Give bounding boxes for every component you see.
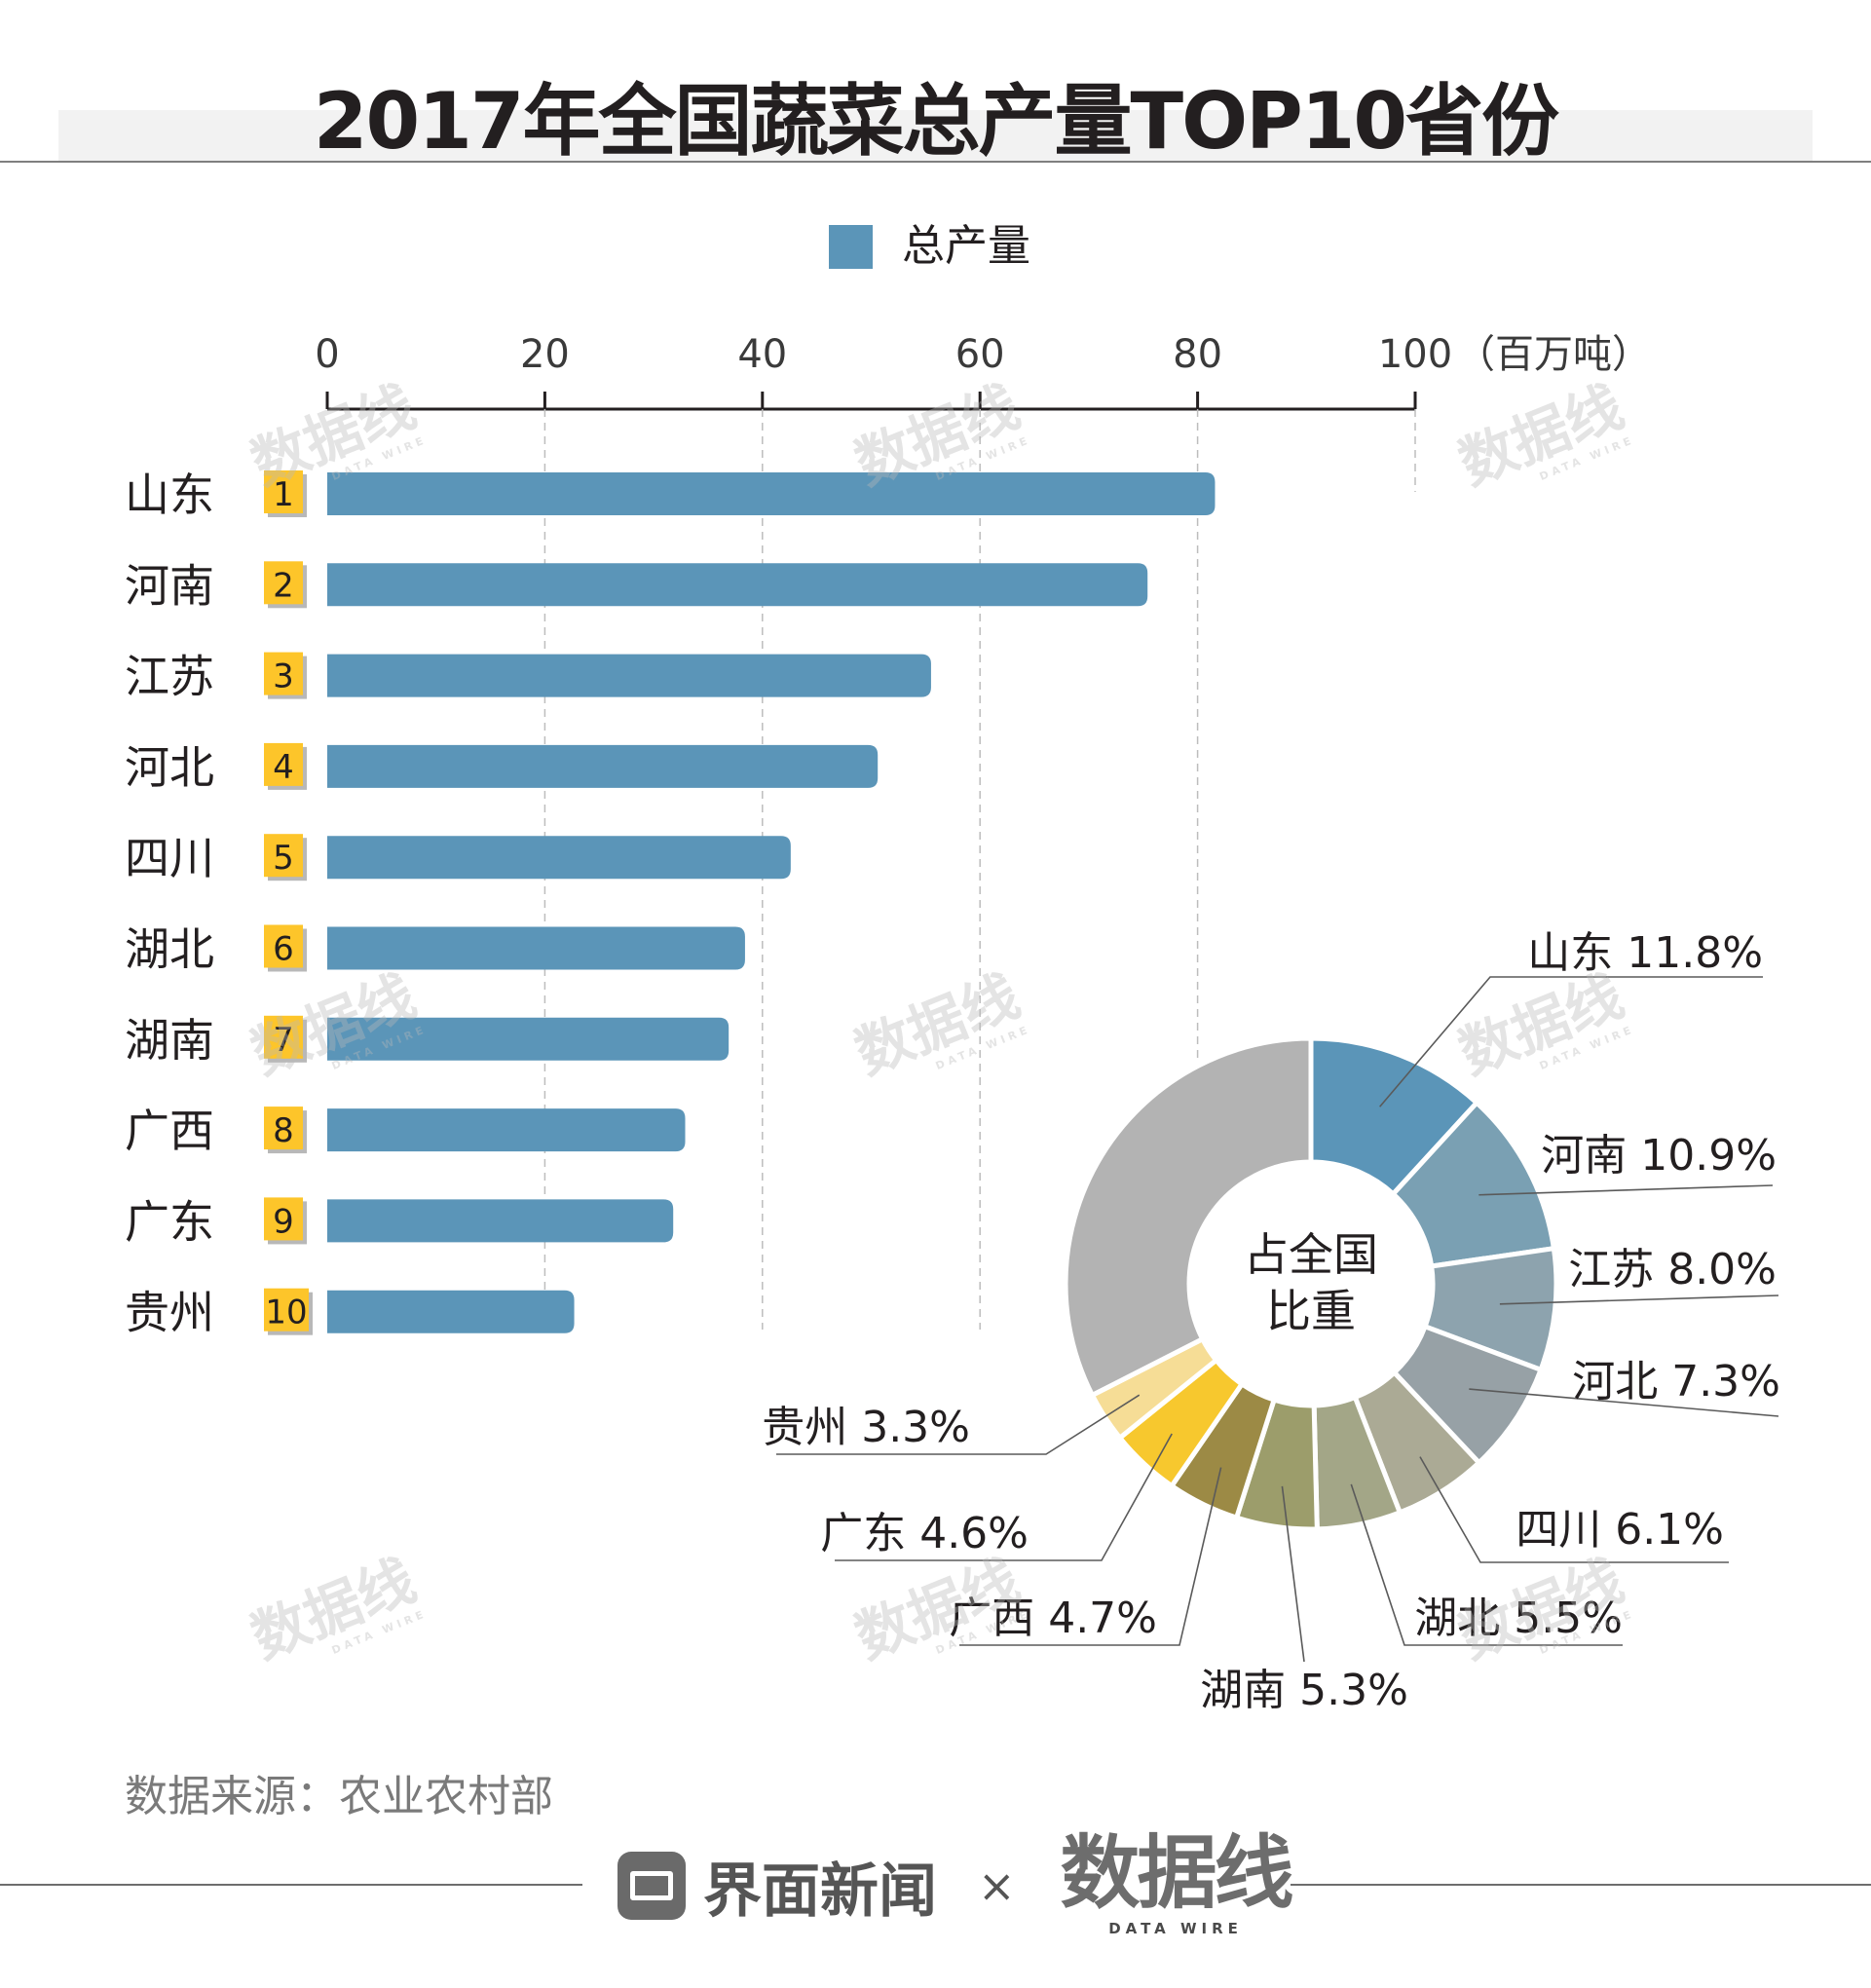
x-tick-label: 20 — [520, 332, 570, 377]
rank-badge — [264, 561, 303, 605]
donut-slice-rest — [1063, 1035, 1314, 1398]
bar — [327, 1108, 686, 1152]
bar — [327, 563, 1148, 607]
callout-line — [1469, 1388, 1779, 1417]
x-tick-label: 100 — [1378, 332, 1452, 377]
times-sign: × — [978, 1859, 1016, 1912]
bar — [327, 1199, 674, 1243]
category-label: 湖南 — [125, 1014, 214, 1067]
legend-swatch — [829, 225, 873, 269]
rank-badge — [264, 742, 303, 786]
rank-number: 8 — [273, 1111, 294, 1150]
category-label: 河南 — [125, 559, 214, 612]
donut-center-label: 比重 — [1266, 1285, 1356, 1337]
category-label: 广西 — [125, 1105, 214, 1157]
rank-badge — [264, 924, 303, 968]
rank-number: 2 — [273, 566, 294, 605]
title-rule — [0, 161, 1871, 163]
rank-number: 9 — [273, 1202, 294, 1241]
rank-badge — [264, 1197, 303, 1241]
category-label: 湖北 — [125, 923, 214, 976]
x-tick-label: 40 — [737, 332, 787, 377]
rank-badge — [264, 1107, 303, 1150]
jiemian-brand: 界面新闻 — [703, 1857, 937, 1926]
donut-value-label: 江苏 8.0% — [1568, 1245, 1777, 1294]
callout-line — [1499, 1294, 1779, 1305]
category-label: 河北 — [125, 741, 214, 794]
rank-number: 1 — [273, 475, 294, 514]
rank-badge — [264, 652, 303, 695]
donut-value-label: 河南 10.9% — [1541, 1131, 1777, 1181]
rank-number: 6 — [273, 930, 294, 969]
legend-label: 总产量 — [902, 221, 1030, 271]
donut-value-label: 贵州 3.3% — [762, 1403, 970, 1452]
donut-value-label: 湖南 5.3% — [1200, 1666, 1408, 1715]
rank-number: 10 — [265, 1294, 307, 1332]
donut-slice — [1308, 1035, 1479, 1197]
donut-value-label: 山东 11.8% — [1527, 928, 1763, 978]
callout-line — [1281, 1485, 1305, 1663]
donut-value-label: 河北 7.3% — [1572, 1357, 1780, 1407]
bar — [327, 1017, 730, 1061]
rank-number: 3 — [273, 657, 294, 696]
bar — [327, 472, 1216, 515]
rank-badge — [264, 470, 303, 513]
callout-line — [959, 1467, 1222, 1646]
donut-value-label: 湖北 5.5% — [1414, 1594, 1623, 1643]
bar — [327, 1290, 575, 1333]
footer-rule-right — [1291, 1884, 1871, 1886]
x-tick-label: 0 — [315, 332, 339, 377]
footer-rule-left — [0, 1884, 582, 1886]
bar — [327, 836, 791, 880]
donut-value-label: 广西 4.7% — [949, 1594, 1157, 1643]
callout-line — [835, 1433, 1173, 1561]
rank-badge — [264, 834, 303, 878]
donut-center-label: 占全国 — [1244, 1228, 1378, 1281]
bar — [327, 926, 745, 970]
rank-number: 5 — [273, 839, 294, 878]
bar — [327, 744, 879, 788]
x-tick-label: 60 — [955, 332, 1005, 377]
rank-badge — [264, 1288, 309, 1332]
callout-line — [1379, 976, 1763, 1107]
category-label: 江苏 — [125, 651, 214, 703]
x-axis-unit: （百万吨） — [1456, 332, 1651, 377]
datawire-logo: 数据线 DATA WIRE — [1060, 1827, 1294, 1938]
callout-line — [776, 1394, 1141, 1455]
callout-line — [1350, 1483, 1623, 1646]
jiemian-logo-icon — [617, 1852, 686, 1920]
category-label: 广东 — [125, 1195, 214, 1248]
footer-brands: 界面新闻 × 数据线 DATA WIRE — [617, 1834, 1294, 1937]
rank-number: 4 — [273, 748, 294, 787]
x-tick-label: 80 — [1173, 332, 1222, 377]
category-label: 四川 — [125, 832, 214, 884]
title-band — [58, 110, 1813, 161]
rank-number: 7 — [273, 1021, 294, 1060]
donut-value-label: 广东 4.6% — [820, 1509, 1029, 1558]
bar — [327, 654, 931, 697]
callout-line — [1478, 1184, 1774, 1196]
data-source: 数据来源：农业农村部 — [125, 1772, 553, 1821]
datawire-brand: 数据线 — [1060, 1827, 1294, 1920]
category-label: 山东 — [125, 469, 214, 521]
chart-title: 2017年全国蔬菜总产量TOP10省份 — [313, 76, 1559, 167]
rank-badge — [264, 1015, 303, 1059]
datawire-sub: DATA WIRE — [1108, 1920, 1243, 1937]
bar-chart: 总产量 0 20 40 60 80 100 （百万吨） 山东 1 河南 2 江苏 3 河北 4 四川 5 湖北 6 湖南… — [125, 221, 1651, 1339]
category-label: 贵州 — [125, 1287, 214, 1339]
callout-line — [1419, 1456, 1729, 1563]
donut-value-label: 四川 6.1% — [1516, 1505, 1724, 1555]
